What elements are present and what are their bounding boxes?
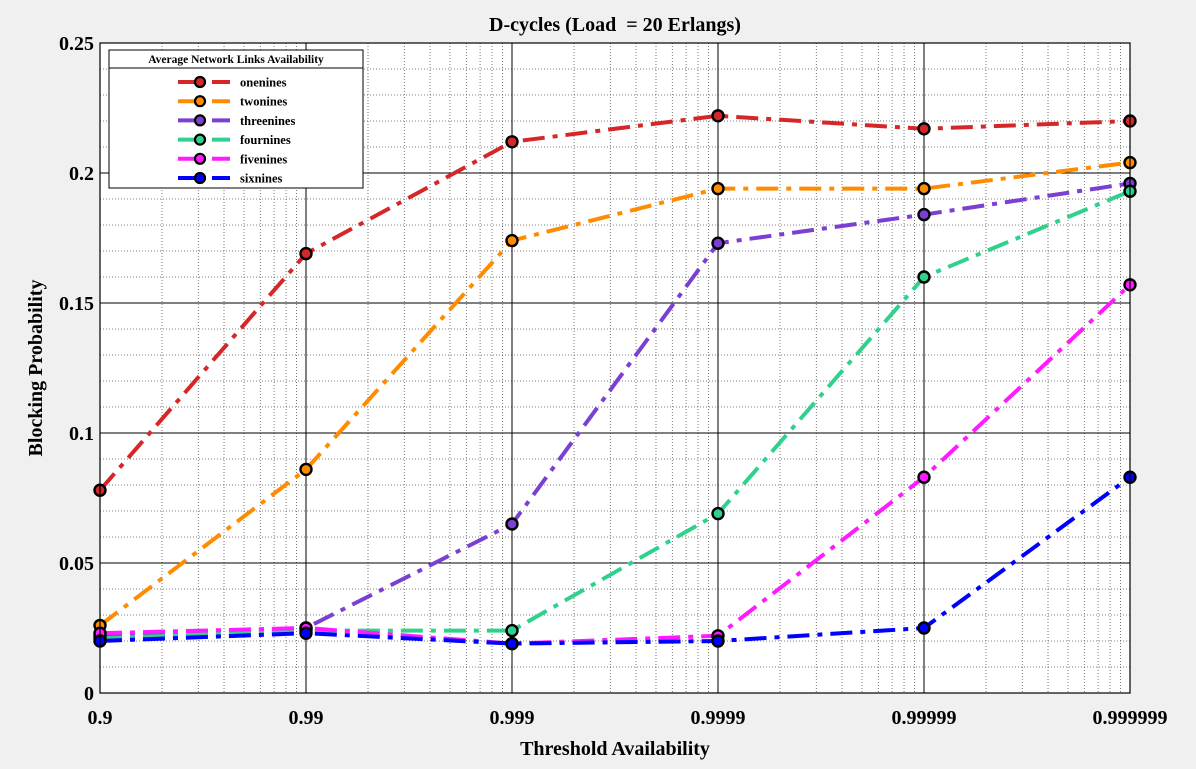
y-tick-label: 0.25: [59, 33, 94, 55]
y-tick-label: 0.05: [59, 553, 94, 575]
legend-item-twonines: twonines: [178, 95, 287, 109]
data-point: [711, 634, 725, 648]
y-axis-label: Blocking Probability: [25, 280, 47, 457]
legend-label: fournines: [240, 133, 291, 147]
x-tick-label: 0.99999: [892, 707, 957, 729]
series-line-threenines: [99, 181, 1131, 638]
y-tick-label: 0.1: [69, 423, 94, 445]
series-line-onenines: [98, 113, 1131, 492]
legend-item-sixnines: sixnines: [178, 172, 283, 186]
series-line-sixnines: [99, 475, 1132, 646]
legend-swatch-marker: [193, 75, 207, 89]
x-tick-label: 0.9: [88, 707, 113, 729]
series-line-fournines: [99, 189, 1131, 641]
data-point: [711, 109, 725, 123]
legend-title: Average Network Links Availability: [148, 54, 324, 66]
legend-item-threenines: threenines: [178, 114, 295, 128]
legend-label: onenines: [240, 76, 287, 90]
x-tick-label: 0.99: [289, 707, 324, 729]
x-tick-label: 0.999999: [1093, 707, 1168, 729]
data-point: [917, 621, 931, 635]
legend-label: twonines: [240, 95, 287, 109]
legend-swatch-marker: [193, 114, 207, 127]
chart-title: D-cycles (Load = 20 Erlangs): [489, 14, 741, 36]
data-point: [505, 233, 519, 248]
data-point: [299, 626, 313, 640]
legend-box: [108, 49, 364, 189]
data-point: [711, 236, 725, 250]
data-point: [505, 135, 519, 149]
legend-swatch-marker: [193, 95, 207, 108]
x-axis-label: Threshold Availability: [520, 738, 710, 760]
data-point: [711, 506, 725, 521]
series-onenines: [98, 113, 1131, 492]
data-point: [917, 181, 931, 196]
legend-swatch-marker: [193, 133, 207, 146]
legend-item-onenines: onenines: [178, 76, 287, 90]
legend-label: sixnines: [240, 172, 283, 186]
data-point: [917, 270, 931, 284]
data-point: [917, 470, 931, 484]
legend-item-fivenines: fivenines: [178, 152, 287, 166]
major-grid: [100, 43, 1130, 693]
legend-label: fivenines: [240, 152, 287, 166]
series-markers-onenines: [93, 109, 1137, 497]
series-twonines: [98, 160, 1131, 627]
x-tick-label: 0.999: [490, 707, 535, 729]
data-point: [299, 246, 313, 261]
y-tick-label: 0.2: [69, 163, 94, 185]
legend: Average Network Links Availability oneni…: [108, 49, 364, 189]
tick-labels: 0.9 0.99 0.999 0.9999 0.99999 0.999999 0 0.05 0.…: [59, 33, 1168, 729]
y-tick-label: 0.15: [59, 293, 94, 315]
legend-items: onenines twonines threenines fournines fiven…: [178, 76, 295, 186]
data-point: [711, 181, 725, 196]
legend-swatch-marker: [193, 171, 207, 185]
series-threenines: [99, 181, 1131, 638]
plot-frame: [99, 42, 1131, 694]
x-tick-label: 0.9999: [691, 707, 746, 729]
series-sixnines: [99, 475, 1132, 646]
data-point: [505, 623, 519, 638]
data-point: [505, 517, 519, 531]
data-point: [917, 207, 931, 222]
data-point: [299, 462, 313, 477]
legend-label: threenines: [240, 114, 295, 128]
y-tick-label: 0: [84, 683, 94, 705]
data-point: [505, 636, 519, 651]
legend-swatch-marker: [193, 152, 207, 165]
legend-item-fournines: fournines: [178, 133, 291, 147]
data-point: [917, 122, 931, 136]
series-line-twonines: [98, 160, 1131, 627]
series-fournines: [99, 189, 1131, 641]
